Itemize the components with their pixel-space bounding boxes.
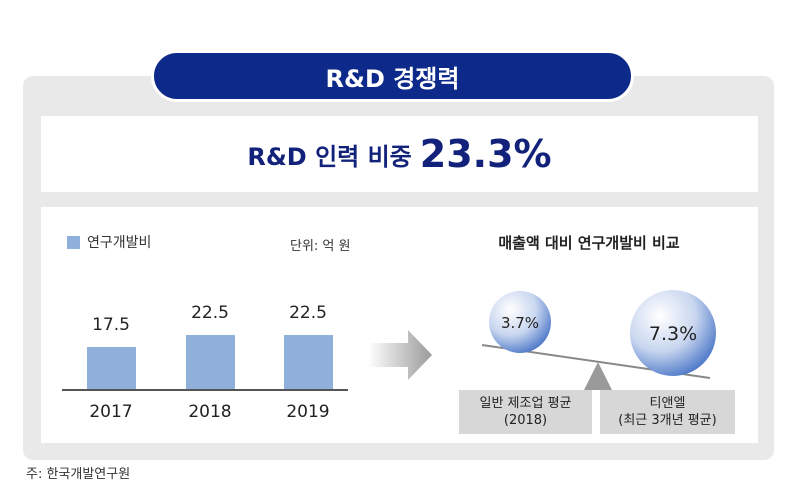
left-caption-line1: 일반 제조업 평균	[479, 396, 572, 411]
bar-value-label: 17.5	[92, 315, 130, 335]
left-ball	[489, 291, 551, 353]
comparison-title: 매출액 대비 연구개발비 비교	[498, 234, 680, 252]
right-caption-line1: 티앤엘	[649, 396, 686, 411]
x-tick-label: 2018	[188, 402, 232, 422]
bar-2019	[283, 335, 333, 389]
headline-box: R&D 인력 비중 23.3%	[41, 116, 758, 192]
left-value: 3.7%	[501, 314, 539, 332]
balance-fulcrum	[584, 362, 612, 390]
legend-swatch	[67, 235, 80, 249]
right-caption-line2: (최근 3개년 평균)	[618, 413, 717, 428]
headline-label: R&D 인력 비중	[247, 142, 412, 171]
bar-2017	[86, 347, 136, 389]
legend-label: 연구개발비	[87, 235, 152, 251]
bar-chart-baseline	[62, 389, 348, 391]
left-caption-line2: (2018)	[503, 413, 548, 428]
page-title: R&D 경쟁력	[151, 50, 634, 102]
bar-2018	[185, 335, 235, 389]
right-caption: 티앤엘 (최근 3개년 평균)	[600, 390, 735, 434]
x-tick-label: 2019	[286, 402, 330, 422]
bar-value-label: 22.5	[191, 303, 229, 323]
x-tick-label: 2017	[89, 402, 133, 422]
bar-value-label: 22.5	[289, 303, 327, 323]
source-note: 주: 한국개발연구원	[26, 467, 131, 482]
headline-value: 23.3%	[419, 132, 552, 176]
left-caption: 일반 제조업 평균 (2018)	[459, 390, 592, 434]
right-ball	[630, 290, 716, 376]
unit-label: 단위: 억 원	[290, 239, 351, 254]
comparison-scale: 3.7% 7.3%	[481, 290, 716, 390]
right-arrow-icon	[368, 330, 432, 380]
right-value: 7.3%	[649, 323, 697, 345]
legend: 연구개발비	[67, 232, 151, 252]
